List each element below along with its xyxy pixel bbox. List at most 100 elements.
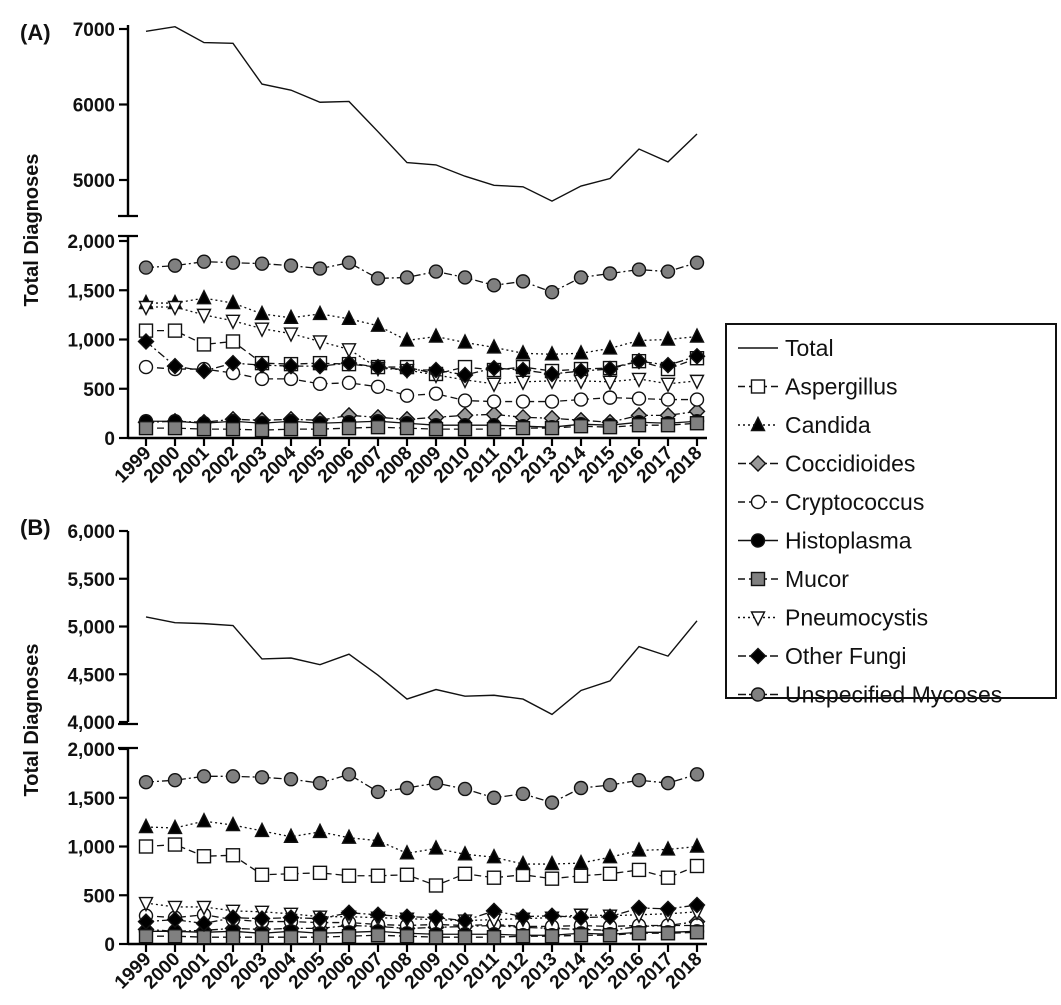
data-point <box>428 929 444 945</box>
data-point <box>399 844 415 860</box>
data-point <box>631 372 647 388</box>
data-point <box>254 304 270 321</box>
series-mucor <box>138 925 705 945</box>
data-point <box>514 361 532 379</box>
data-point <box>515 344 531 360</box>
data-point <box>486 338 502 354</box>
legend-entry: Aspergillus <box>738 374 898 400</box>
data-point <box>282 357 300 375</box>
data-point <box>341 375 357 391</box>
legend: Total Aspergillus Candida Coccidioides Crypt… <box>725 323 1057 708</box>
data-point <box>370 868 386 883</box>
legend-label: Other Fungi <box>785 643 906 669</box>
data-point <box>283 308 299 325</box>
legend-marker <box>750 494 766 510</box>
data-point <box>573 780 589 796</box>
data-point <box>370 379 386 394</box>
y-tick-label: 5,500 <box>67 570 115 591</box>
data-point <box>514 908 532 926</box>
data-point <box>225 255 241 270</box>
legend-label: Unspecified Mycoses <box>785 682 1002 708</box>
legend-label: Cryptococcus <box>785 489 924 515</box>
y-tick-label: 0 <box>104 429 115 450</box>
data-point <box>138 929 154 944</box>
data-point <box>340 904 358 922</box>
data-point <box>544 345 560 361</box>
data-point <box>602 866 618 881</box>
chart-panel-b: (B) Total Diagnoses 4,000 4,500 5,000 5,500 6,… <box>20 515 707 993</box>
series-pneumocystis <box>138 300 705 393</box>
data-point <box>486 870 502 885</box>
series-line <box>146 306 698 385</box>
data-point <box>689 767 705 782</box>
series-other-fungi <box>137 896 706 933</box>
y-tick-label: 5000 <box>73 171 115 192</box>
data-point <box>369 358 387 376</box>
data-point <box>486 394 502 409</box>
data-point <box>341 828 357 844</box>
data-point <box>167 300 183 317</box>
data-point <box>341 343 357 359</box>
data-point <box>572 362 590 380</box>
data-point <box>166 357 184 375</box>
data-point <box>225 334 241 349</box>
data-point <box>138 420 154 436</box>
data-point <box>602 375 618 391</box>
data-point <box>486 421 502 437</box>
data-point <box>398 908 416 926</box>
data-point <box>399 270 415 285</box>
legend-entry: Cryptococcus <box>738 489 924 515</box>
y-tick-label: 500 <box>83 380 115 401</box>
data-point <box>283 929 299 945</box>
data-point <box>196 849 212 864</box>
data-point <box>631 262 647 277</box>
data-point <box>370 271 386 286</box>
data-point <box>660 775 676 791</box>
data-point <box>138 774 154 790</box>
data-point <box>544 854 560 871</box>
data-point <box>630 899 648 917</box>
data-point <box>456 912 474 930</box>
data-point <box>137 913 155 931</box>
chart-panel-a: (A) Total Diagnoses 5000 6000 7000 0 500 1,000 1… <box>20 20 707 487</box>
y-tick-label: 1,000 <box>67 331 115 352</box>
data-point <box>138 839 154 854</box>
legend-entry: Unspecified Mycoses <box>738 682 1002 708</box>
series-total <box>145 616 698 716</box>
data-point <box>341 309 357 326</box>
data-point <box>225 848 241 863</box>
data-point <box>573 418 589 434</box>
legend-entry: Mucor <box>738 566 849 592</box>
data-point <box>283 827 299 843</box>
data-point <box>602 390 618 405</box>
data-point <box>457 866 473 881</box>
legend-entry: Candida <box>738 412 871 438</box>
data-point <box>572 909 590 927</box>
data-point <box>659 900 677 918</box>
data-point <box>196 421 212 437</box>
data-point <box>515 394 531 409</box>
data-point <box>428 327 444 343</box>
panel-label: (B) <box>20 515 51 540</box>
data-point <box>254 929 270 945</box>
data-point <box>660 840 676 856</box>
data-point <box>631 391 647 406</box>
series-line <box>145 820 698 865</box>
data-point <box>689 255 705 270</box>
data-point <box>283 258 299 273</box>
data-point <box>428 421 444 437</box>
y-axis-label: Total Diagnoses <box>21 154 43 307</box>
data-point <box>631 926 647 941</box>
y-tick-label: 1,500 <box>67 789 115 810</box>
data-point <box>138 260 154 275</box>
data-point <box>312 822 328 839</box>
data-point <box>254 256 270 271</box>
series-other-fungi <box>137 332 706 384</box>
data-point <box>167 818 183 835</box>
series-histoplasma <box>138 414 705 435</box>
data-point <box>369 906 387 924</box>
data-point <box>544 929 560 944</box>
data-point <box>630 352 648 370</box>
data-point <box>659 356 677 374</box>
